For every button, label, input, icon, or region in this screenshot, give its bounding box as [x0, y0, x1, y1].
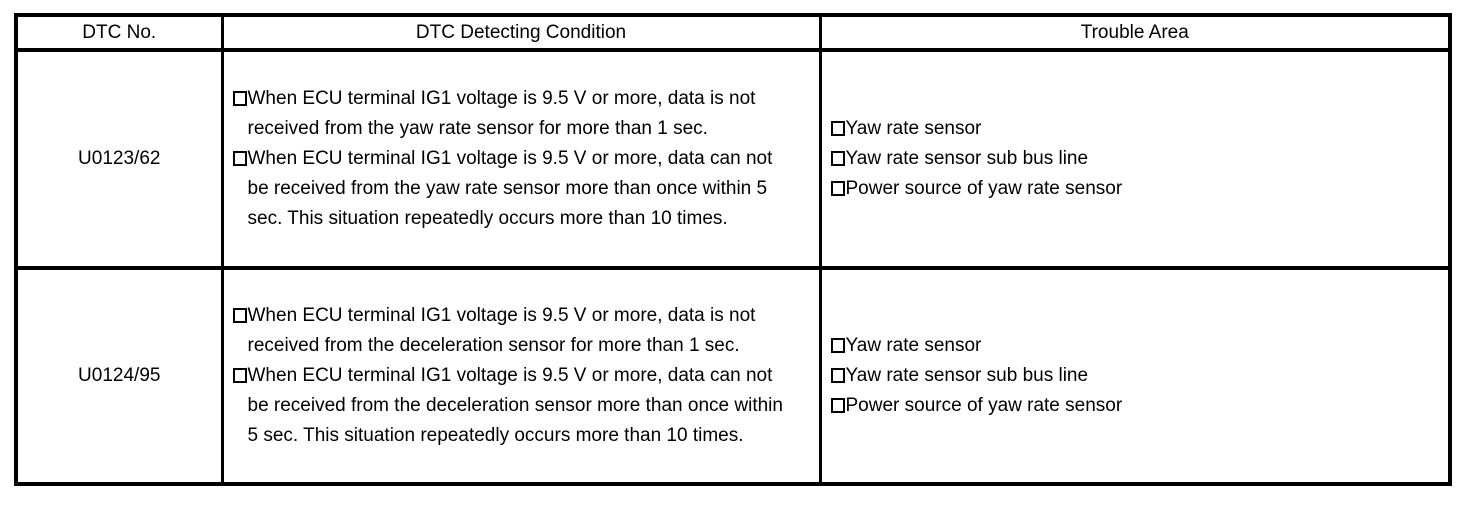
trouble-area-item: Yaw rate sensor sub bus line: [830, 144, 1439, 174]
condition-text: When ECU terminal IG1 voltage is 9.5 V o…: [247, 148, 773, 229]
trouble-area-item: Power source of yaw rate sensor: [830, 174, 1439, 204]
condition-text: When ECU terminal IG1 voltage is 9.5 V o…: [247, 88, 756, 139]
column-header-detecting-condition: DTC Detecting Condition: [220, 13, 822, 52]
trouble-area-item: Yaw rate sensor: [830, 114, 1439, 144]
column-header-dtc-no: DTC No.: [14, 13, 224, 52]
condition-text: When ECU terminal IG1 voltage is 9.5 V o…: [247, 305, 756, 356]
trouble-area-text: Yaw rate sensor sub bus line: [845, 148, 1089, 169]
trouble-area-cell: Yaw rate sensor Yaw rate sensor sub bus …: [818, 48, 1452, 270]
column-header-trouble-area: Trouble Area: [818, 13, 1452, 52]
table-header-row: DTC No. DTC Detecting Condition Trouble …: [14, 13, 1452, 52]
square-bullet-icon: [830, 151, 845, 166]
trouble-area-item: Power source of yaw rate sensor: [830, 391, 1439, 421]
dtc-number: U0124/95: [14, 266, 224, 486]
dtc-table: DTC No. DTC Detecting Condition Trouble …: [14, 13, 1452, 486]
trouble-area-text: Yaw rate sensor: [845, 335, 982, 356]
table-row: U0124/95 When ECU terminal IG1 voltage i…: [14, 266, 1452, 486]
trouble-area-text: Power source of yaw rate sensor: [845, 395, 1123, 416]
trouble-area-item: Yaw rate sensor: [830, 331, 1439, 361]
square-bullet-icon: [830, 181, 845, 196]
trouble-area-text: Yaw rate sensor: [845, 118, 982, 139]
square-bullet-icon: [232, 151, 247, 166]
table-row: U0123/62 When ECU terminal IG1 voltage i…: [14, 48, 1452, 270]
square-bullet-icon: [232, 91, 247, 106]
condition-item: When ECU terminal IG1 voltage is 9.5 V o…: [232, 301, 797, 361]
condition-item: When ECU terminal IG1 voltage is 9.5 V o…: [232, 84, 797, 144]
trouble-area-item: Yaw rate sensor sub bus line: [830, 361, 1439, 391]
square-bullet-icon: [232, 308, 247, 323]
dtc-number: U0123/62: [14, 48, 224, 270]
square-bullet-icon: [830, 338, 845, 353]
square-bullet-icon: [232, 368, 247, 383]
trouble-area-cell: Yaw rate sensor Yaw rate sensor sub bus …: [818, 266, 1452, 486]
square-bullet-icon: [830, 368, 845, 383]
detecting-condition-cell: When ECU terminal IG1 voltage is 9.5 V o…: [220, 48, 822, 270]
condition-item: When ECU terminal IG1 voltage is 9.5 V o…: [232, 361, 797, 451]
condition-item: When ECU terminal IG1 voltage is 9.5 V o…: [232, 144, 797, 234]
detecting-condition-cell: When ECU terminal IG1 voltage is 9.5 V o…: [220, 266, 822, 486]
condition-text: When ECU terminal IG1 voltage is 9.5 V o…: [247, 365, 783, 446]
trouble-area-text: Yaw rate sensor sub bus line: [845, 365, 1089, 386]
square-bullet-icon: [830, 398, 845, 413]
square-bullet-icon: [830, 121, 845, 136]
trouble-area-text: Power source of yaw rate sensor: [845, 178, 1123, 199]
